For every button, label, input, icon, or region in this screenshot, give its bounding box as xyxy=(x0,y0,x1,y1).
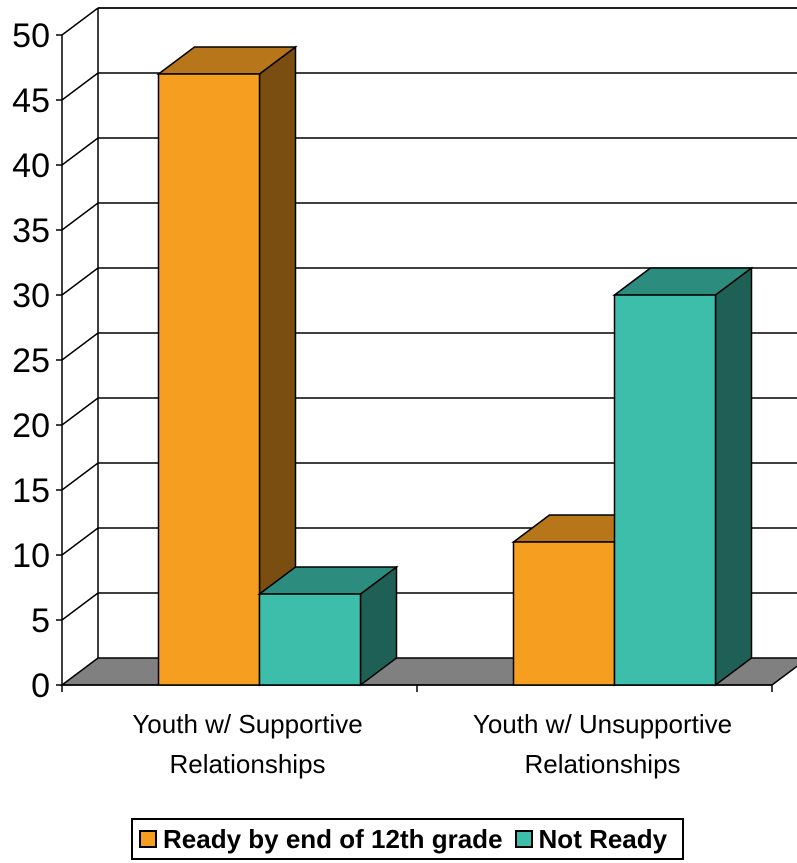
y-tick-label: 5 xyxy=(31,602,50,640)
category-label-line: Relationships xyxy=(169,749,325,779)
legend-label-not-ready: Not Ready xyxy=(538,823,668,854)
legend-entry-ready: Ready by end of 12th grade xyxy=(139,824,503,855)
legend-swatch-not-ready xyxy=(514,830,533,848)
bars xyxy=(156,45,754,687)
gridline-side xyxy=(61,267,99,296)
gridline-side xyxy=(61,462,99,491)
legend: Ready by end of 12th grade Not Ready xyxy=(131,818,684,860)
category-label: Youth w/ Supportive Relationships xyxy=(132,709,362,779)
gridline-side xyxy=(61,332,99,361)
y-tick-label: 25 xyxy=(12,342,50,380)
y-tick-labels: 0 5 10 15 20 25 30 35 40 45 50 xyxy=(12,17,50,705)
bar-chart: 0 5 10 15 20 25 30 35 40 45 50 Youth w/ Supportive… xyxy=(12,7,797,779)
legend-entry-not-ready: Not Ready xyxy=(514,823,668,855)
y-tick-label: 40 xyxy=(12,147,50,185)
bar-side xyxy=(714,266,753,687)
bar xyxy=(156,45,298,687)
gridline-side xyxy=(61,137,99,166)
gridline-side xyxy=(61,72,99,101)
category-label-line: Relationships xyxy=(524,749,680,779)
gridline-side xyxy=(61,202,99,231)
bar xyxy=(257,565,399,687)
y-tick-label: 15 xyxy=(12,472,50,510)
y-tick-label: 30 xyxy=(12,277,50,315)
legend-label-ready: Ready by end of 12th grade xyxy=(163,823,503,854)
gridline-side xyxy=(61,527,99,556)
bar xyxy=(612,266,754,687)
y-tick-label: 50 xyxy=(12,17,50,55)
bar-front xyxy=(613,294,717,686)
bar-front xyxy=(258,593,362,686)
y-tick-label: 45 xyxy=(12,82,50,120)
legend-swatch-ready xyxy=(139,830,157,848)
category-label: Youth w/ Unsupportive Relationships xyxy=(473,709,732,779)
y-tick-label: 20 xyxy=(12,407,50,445)
category-label-line: Youth w/ Supportive xyxy=(132,709,362,739)
y-tick-label: 35 xyxy=(12,212,50,250)
y-tick-label: 10 xyxy=(12,537,50,575)
y-tick-label: 0 xyxy=(31,667,50,705)
bar-front xyxy=(512,541,616,686)
bar-front xyxy=(157,73,261,686)
gridline-side xyxy=(61,592,99,621)
category-label-line: Youth w/ Unsupportive xyxy=(473,709,732,739)
gridline-side xyxy=(61,7,99,36)
gridline-side xyxy=(61,397,99,426)
